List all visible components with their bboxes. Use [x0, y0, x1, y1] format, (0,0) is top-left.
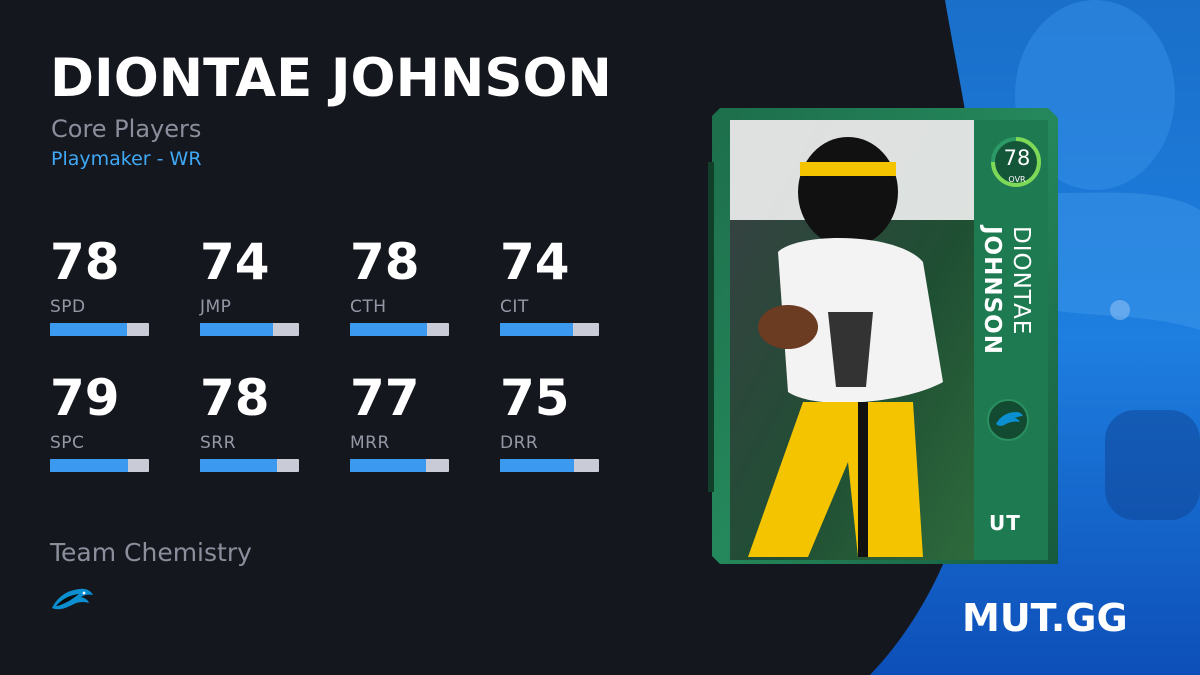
card-ovr-label: OVR: [1008, 175, 1026, 184]
stat-bar-fill: [350, 323, 428, 336]
stat-bar: [200, 459, 299, 472]
stat-cit: 74 CIT: [500, 232, 600, 342]
archetype-label: Playmaker - WR: [51, 148, 202, 170]
brand-logo[interactable]: MUT.GG: [962, 596, 1128, 640]
stat-value: 78: [200, 369, 270, 427]
stat-value: 75: [500, 369, 570, 427]
stat-spc: 79 SPC: [50, 368, 150, 478]
player-name: DIONTAE JOHNSON: [50, 48, 612, 109]
stat-value: 79: [50, 369, 120, 427]
stat-bar: [50, 459, 149, 472]
stat-mrr: 77 MRR: [350, 368, 450, 478]
stat-drr: 75 DRR: [500, 368, 600, 478]
stat-bar-fill: [500, 323, 574, 336]
team-chemistry-title: Team Chemistry: [50, 538, 252, 567]
stat-value: 74: [200, 233, 270, 291]
stat-bar: [50, 323, 149, 336]
stat-label: SPD: [50, 297, 86, 317]
card-program-badge: UT: [989, 511, 1021, 535]
stat-label: CTH: [350, 297, 387, 317]
stat-bar: [350, 459, 449, 472]
stat-bar-fill: [200, 459, 278, 472]
stat-bar-fill: [500, 459, 575, 472]
stat-label: CIT: [500, 297, 529, 317]
stat-label: MRR: [350, 433, 390, 453]
stat-bar-fill: [350, 459, 427, 472]
stat-value: 74: [500, 233, 570, 291]
card-last-name-text: JOHNSON: [979, 226, 1005, 355]
stat-label: JMP: [200, 297, 232, 317]
stat-bar-fill: [50, 323, 128, 336]
stat-jmp: 74 JMP: [200, 232, 300, 342]
stat-spd: 78 SPD: [50, 232, 150, 342]
stat-value: 78: [50, 233, 120, 291]
stat-srr: 78 SRR: [200, 368, 300, 478]
card-ovr-value: 78: [1003, 146, 1031, 170]
stat-value: 78: [350, 233, 420, 291]
program-name: Core Players: [51, 115, 202, 143]
stat-bar-fill: [50, 459, 129, 472]
stat-bar: [200, 323, 299, 336]
stat-label: SPC: [50, 433, 85, 453]
stat-label: DRR: [500, 433, 539, 453]
stat-label: SRR: [200, 433, 236, 453]
stat-bar-fill: [200, 323, 274, 336]
stat-value: 77: [350, 369, 420, 427]
stat-cth: 78 CTH: [350, 232, 450, 342]
player-photo: [748, 137, 943, 557]
stats-grid: 78 SPD 74 JMP 78 CTH 74 CIT 79 SPC 78 SR…: [50, 232, 610, 482]
stat-bar: [500, 323, 599, 336]
stat-bar: [350, 323, 449, 336]
panthers-logo-icon[interactable]: [50, 586, 94, 614]
stat-bar: [500, 459, 599, 472]
card-first-name-text: DIONTAE: [1008, 226, 1034, 336]
player-card[interactable]: [708, 102, 1060, 572]
